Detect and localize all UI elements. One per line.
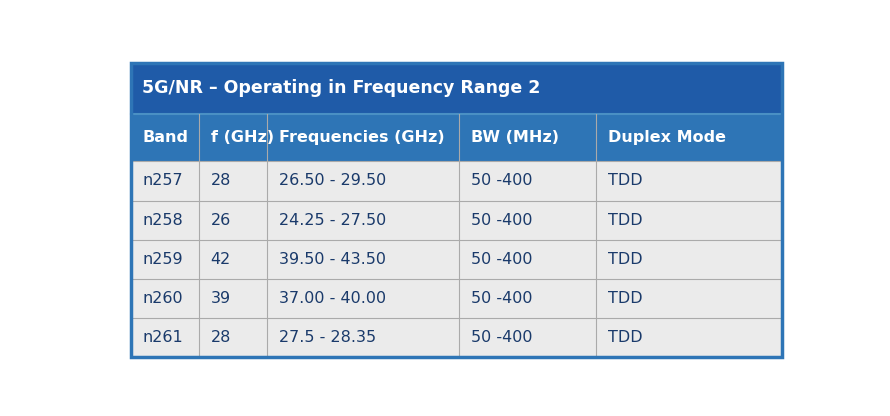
- Bar: [596, 240, 781, 279]
- Bar: [596, 114, 781, 161]
- Text: 50 -400: 50 -400: [471, 173, 532, 188]
- Text: 37.00 - 40.00: 37.00 - 40.00: [279, 291, 386, 306]
- Text: 24.25 - 27.50: 24.25 - 27.50: [279, 213, 386, 228]
- Bar: [459, 114, 596, 161]
- Bar: [199, 240, 267, 279]
- Text: n261: n261: [142, 330, 183, 345]
- Text: n258: n258: [142, 213, 183, 228]
- Bar: [596, 201, 781, 240]
- Text: 50 -400: 50 -400: [471, 291, 532, 306]
- Bar: [596, 318, 781, 357]
- Bar: [267, 201, 459, 240]
- Text: TDD: TDD: [608, 330, 643, 345]
- Bar: [131, 201, 199, 240]
- Text: TDD: TDD: [608, 173, 643, 188]
- Bar: [199, 318, 267, 357]
- Bar: [131, 63, 781, 114]
- Text: 27.5 - 28.35: 27.5 - 28.35: [279, 330, 376, 345]
- Text: n259: n259: [142, 252, 183, 267]
- Text: 28: 28: [211, 173, 231, 188]
- Text: f (GHz): f (GHz): [211, 130, 274, 145]
- Bar: [267, 318, 459, 357]
- Text: 39.50 - 43.50: 39.50 - 43.50: [279, 252, 386, 267]
- Bar: [199, 279, 267, 318]
- Text: Band: Band: [142, 130, 189, 145]
- Text: Frequencies (GHz): Frequencies (GHz): [279, 130, 445, 145]
- Text: Duplex Mode: Duplex Mode: [608, 130, 726, 145]
- Bar: [131, 279, 199, 318]
- Bar: [267, 279, 459, 318]
- Text: TDD: TDD: [608, 291, 643, 306]
- Bar: [131, 240, 199, 279]
- Bar: [459, 279, 596, 318]
- Bar: [459, 161, 596, 201]
- Bar: [199, 161, 267, 201]
- Bar: [131, 161, 199, 201]
- Text: 39: 39: [211, 291, 231, 306]
- Bar: [596, 279, 781, 318]
- Text: 50 -400: 50 -400: [471, 330, 532, 345]
- Bar: [596, 161, 781, 201]
- Text: BW (MHz): BW (MHz): [471, 130, 559, 145]
- Text: 50 -400: 50 -400: [471, 213, 532, 228]
- Text: n257: n257: [142, 173, 183, 188]
- Bar: [459, 318, 596, 357]
- Text: 5G/NR – Operating in Frequency Range 2: 5G/NR – Operating in Frequency Range 2: [142, 79, 540, 97]
- Text: 26.50 - 29.50: 26.50 - 29.50: [279, 173, 386, 188]
- Bar: [459, 201, 596, 240]
- Text: 42: 42: [211, 252, 231, 267]
- Bar: [131, 318, 199, 357]
- Text: 26: 26: [211, 213, 231, 228]
- Text: TDD: TDD: [608, 252, 643, 267]
- Bar: [267, 114, 459, 161]
- Bar: [199, 114, 267, 161]
- Bar: [267, 240, 459, 279]
- Bar: [199, 201, 267, 240]
- Bar: [131, 114, 199, 161]
- Bar: [267, 161, 459, 201]
- Text: TDD: TDD: [608, 213, 643, 228]
- Bar: [459, 240, 596, 279]
- Text: n260: n260: [142, 291, 183, 306]
- Text: 50 -400: 50 -400: [471, 252, 532, 267]
- Text: 28: 28: [211, 330, 231, 345]
